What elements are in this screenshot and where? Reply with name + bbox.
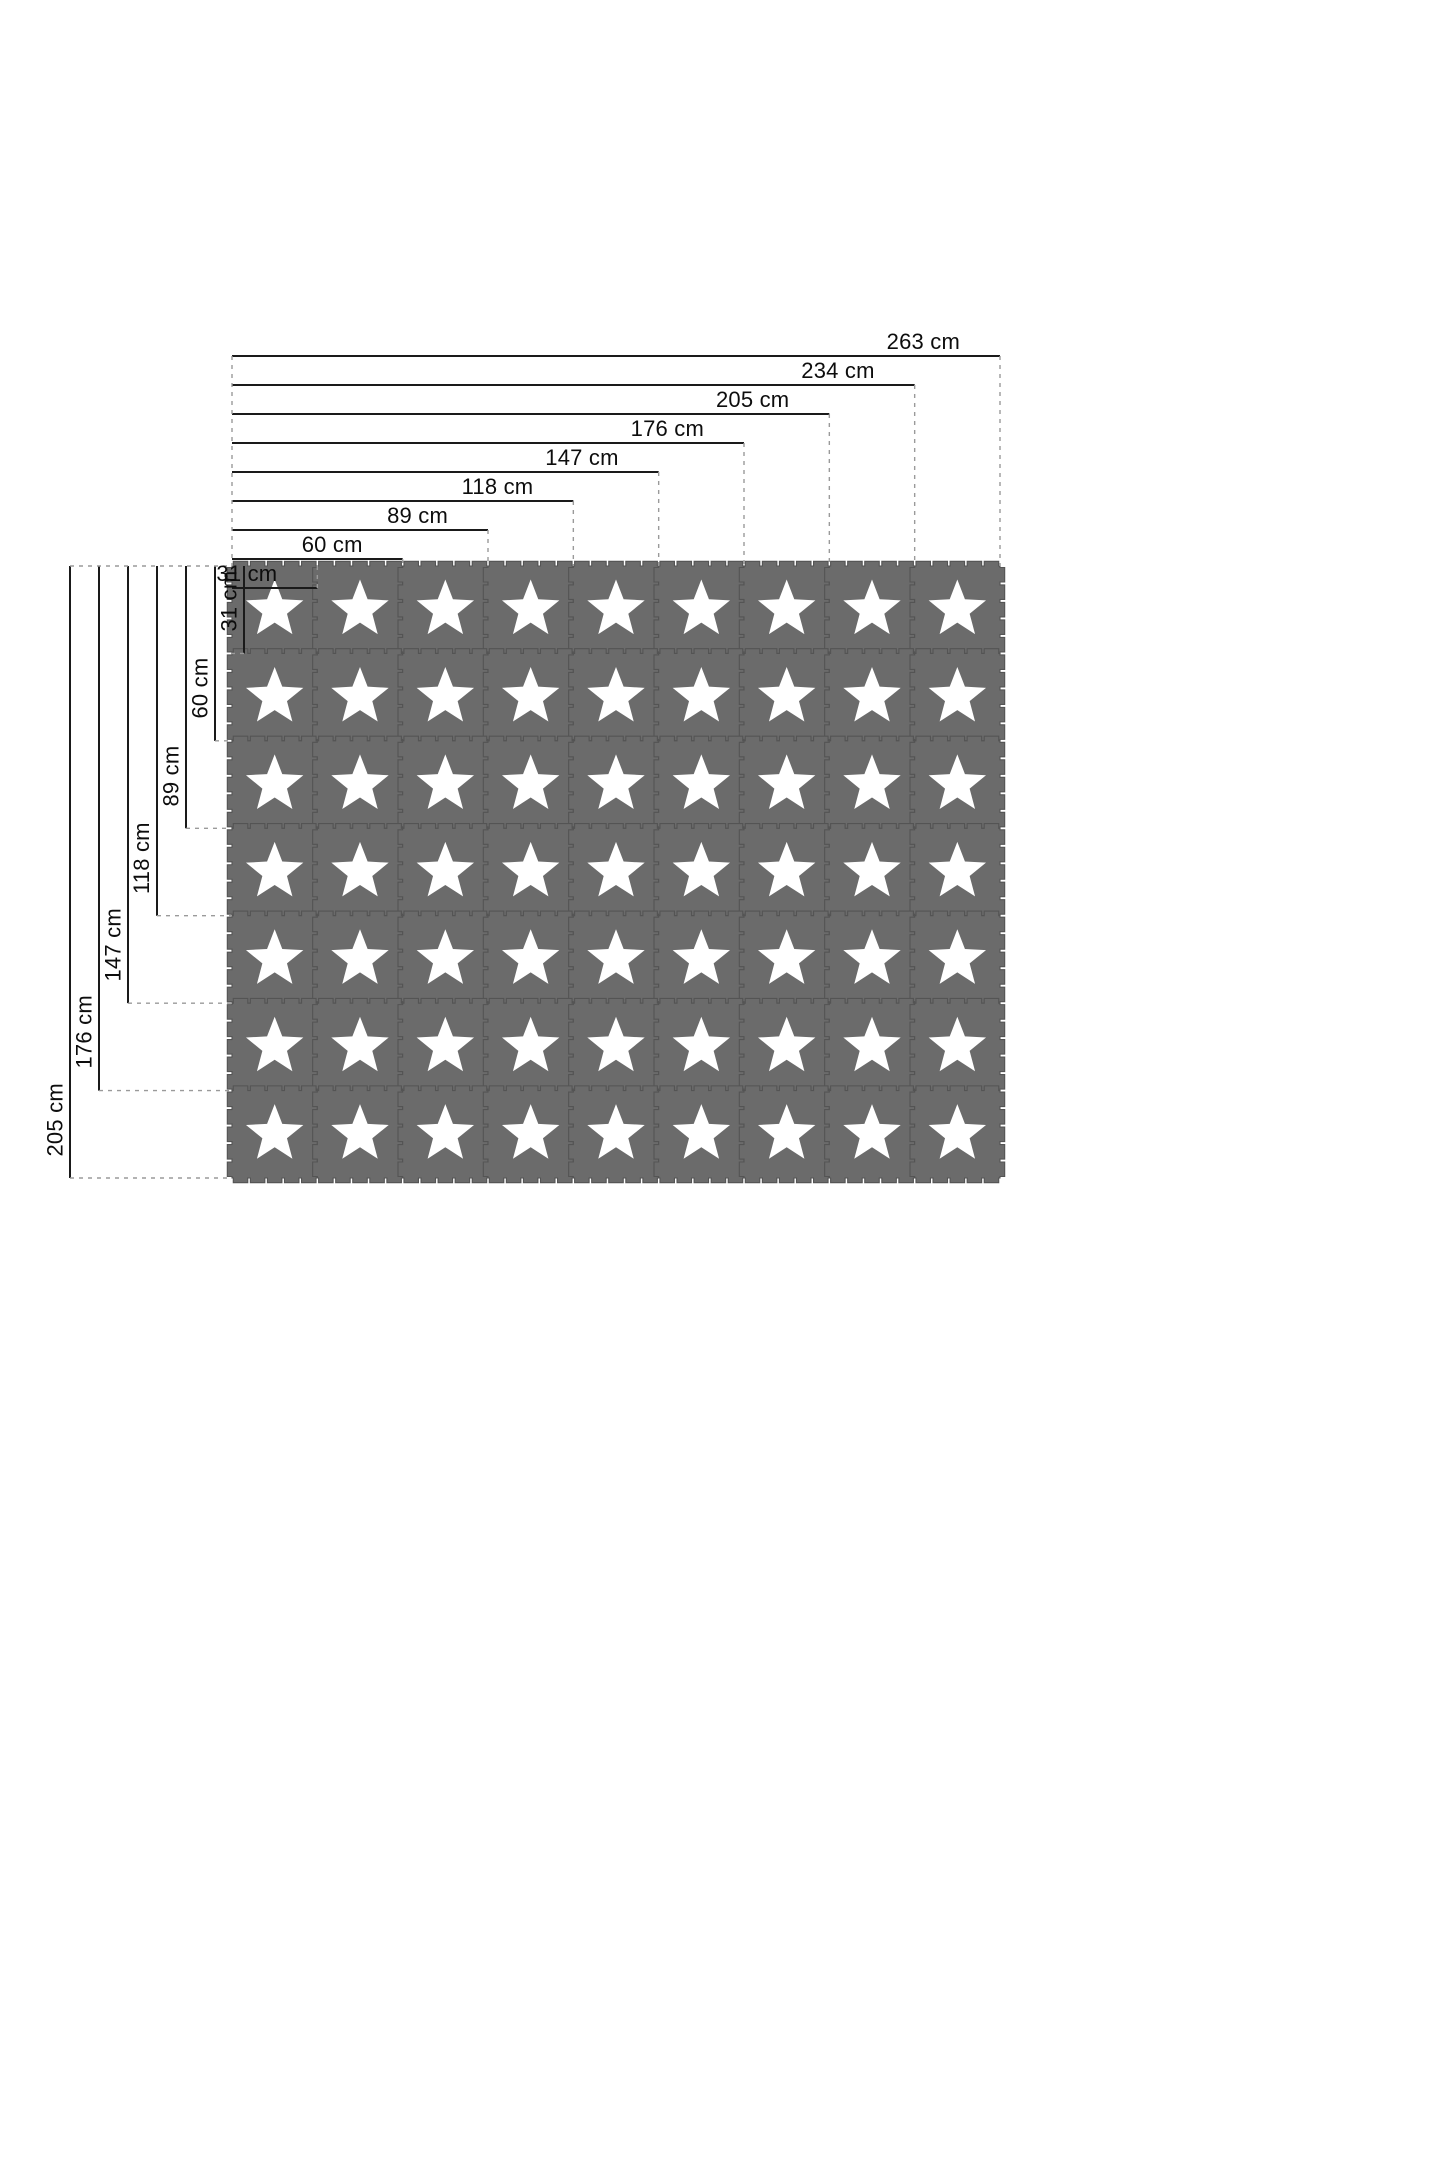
star-icon: [587, 754, 645, 809]
star-icon: [331, 1104, 389, 1159]
star-icon: [672, 754, 731, 809]
star-icon: [587, 929, 645, 984]
star-icon: [757, 666, 816, 722]
star-icon: [757, 579, 816, 635]
top-dimension-label: 31 cm: [216, 561, 278, 586]
star-icon: [843, 579, 901, 635]
star-icon: [672, 1104, 731, 1159]
star-icon: [843, 1016, 901, 1072]
star-icon: [757, 1104, 816, 1159]
star-icon: [501, 666, 560, 722]
left-dimension-label: 60 cm: [187, 657, 212, 719]
star-icon: [331, 666, 389, 722]
star-icon: [757, 1016, 816, 1072]
star-icon: [245, 579, 304, 635]
star-icon: [843, 1104, 901, 1159]
star-icon: [331, 579, 389, 635]
star-icon: [928, 754, 987, 809]
star-icon: [245, 929, 304, 984]
star-icon: [587, 1104, 645, 1159]
star-icon: [757, 754, 816, 809]
top-dimension-label: 234 cm: [801, 358, 875, 383]
star-icon: [672, 929, 731, 984]
star-icon: [587, 579, 645, 635]
star-icon: [416, 579, 475, 635]
top-dimension-label: 176 cm: [630, 416, 704, 441]
star-icon: [587, 841, 645, 897]
top-dimension-label: 118 cm: [461, 474, 534, 499]
star-icon: [331, 1016, 389, 1072]
left-dimension-label: 205 cm: [42, 1082, 67, 1156]
star-icon: [331, 841, 389, 897]
star-icon: [843, 666, 901, 722]
star-icon: [843, 929, 901, 984]
star-icon: [501, 754, 560, 809]
star-icon: [331, 754, 389, 809]
mat-grid: [226, 560, 1006, 1184]
star-icon: [416, 754, 475, 809]
star-icon: [416, 929, 475, 984]
top-dimension-label: 60 cm: [301, 532, 363, 557]
star-icon: [416, 841, 475, 897]
star-icon: [416, 1016, 475, 1072]
left-dimension-label: 176 cm: [71, 995, 96, 1069]
star-icon: [501, 579, 560, 635]
star-icon: [843, 841, 901, 897]
top-dimension-label: 147 cm: [545, 445, 619, 470]
star-icon: [757, 841, 816, 897]
left-dimension-label: 31 cm: [216, 570, 241, 632]
star-icon: [928, 1104, 987, 1159]
star-icon: [501, 1104, 560, 1159]
star-icon: [245, 1104, 304, 1159]
top-dimension-label: 89 cm: [387, 503, 448, 528]
star-icon: [245, 841, 304, 897]
star-icon: [501, 929, 560, 984]
top-dimension-label: 205 cm: [715, 387, 790, 412]
star-icon: [416, 666, 475, 722]
star-icon: [928, 579, 987, 635]
star-icon: [587, 666, 645, 722]
dimension-lines: [69, 355, 1001, 1179]
star-icon: [672, 666, 731, 722]
star-icon: [757, 929, 816, 984]
star-icon: [672, 841, 731, 897]
star-icon: [843, 754, 901, 809]
star-icon: [501, 841, 560, 897]
left-dimension-label: 147 cm: [100, 907, 125, 982]
star-icon: [245, 754, 304, 809]
star-icon: [672, 579, 731, 635]
left-dimension-label: 118 cm: [129, 821, 154, 894]
star-icon: [928, 929, 987, 984]
star-icon: [245, 666, 304, 722]
star-icon: [928, 841, 987, 897]
star-icon: [331, 929, 389, 984]
star-icon: [416, 1104, 475, 1159]
top-dimension-label: 263 cm: [886, 329, 960, 354]
star-icon: [587, 1016, 645, 1072]
star-icon: [672, 1016, 731, 1072]
star-icon: [928, 666, 987, 722]
star-icon: [928, 1016, 987, 1072]
star-icon: [245, 1016, 304, 1072]
star-icon: [501, 1016, 560, 1072]
left-dimension-label: 89 cm: [158, 745, 183, 807]
